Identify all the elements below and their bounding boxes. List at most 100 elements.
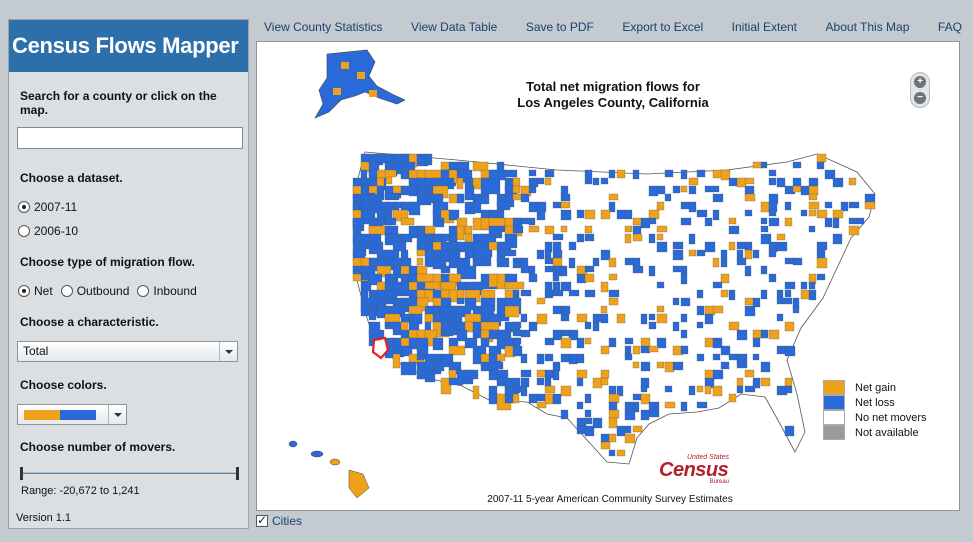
county-cell[interactable]: [712, 281, 723, 289]
county-cell[interactable]: [400, 169, 409, 178]
county-cell[interactable]: [584, 225, 593, 234]
county-cell[interactable]: [680, 169, 688, 180]
county-cell[interactable]: [528, 217, 536, 226]
county-cell[interactable]: [648, 313, 656, 321]
county-cell[interactable]: [432, 257, 447, 270]
county-cell[interactable]: [552, 369, 560, 381]
county-cell[interactable]: [552, 289, 564, 297]
county-cell[interactable]: [352, 201, 360, 212]
county-cell[interactable]: [624, 353, 633, 361]
county-cell[interactable]: [760, 217, 768, 225]
county-cell[interactable]: [376, 265, 392, 278]
county-cell[interactable]: [592, 417, 603, 429]
county-cell[interactable]: [392, 241, 407, 252]
county-cell[interactable]: [416, 273, 436, 283]
county-cell[interactable]: [528, 225, 540, 233]
county-cell[interactable]: [584, 169, 593, 179]
county-cell[interactable]: [696, 385, 704, 393]
county-cell[interactable]: [640, 361, 651, 372]
county-cell[interactable]: [776, 345, 786, 355]
county-cell[interactable]: [632, 361, 640, 369]
county-cell[interactable]: [536, 393, 546, 402]
county-cell[interactable]: [552, 305, 562, 315]
county-cell[interactable]: [440, 329, 454, 337]
county-cell[interactable]: [832, 209, 844, 219]
county-cell[interactable]: [416, 265, 428, 275]
county-cell[interactable]: [560, 385, 572, 397]
county-cell[interactable]: [424, 281, 441, 290]
county-cell[interactable]: [744, 193, 756, 202]
county-cell[interactable]: [472, 385, 480, 400]
dataset-option-2007-11[interactable]: 2007-11: [18, 200, 77, 214]
county-cell[interactable]: [760, 225, 769, 233]
county-cell[interactable]: [744, 209, 753, 217]
county-cell[interactable]: [720, 273, 730, 284]
county-cell[interactable]: [584, 289, 596, 298]
county-cell[interactable]: [512, 385, 522, 393]
county-cell[interactable]: [456, 177, 464, 190]
county-cell[interactable]: [408, 321, 420, 332]
county-cell[interactable]: [560, 193, 571, 202]
county-cell[interactable]: [768, 169, 777, 177]
county-cell[interactable]: [848, 177, 857, 186]
county-cell[interactable]: [544, 249, 552, 259]
county-cell[interactable]: [600, 313, 609, 324]
county-cell[interactable]: [712, 369, 724, 380]
radio-inbound[interactable]: [137, 285, 150, 297]
county-cell[interactable]: [400, 233, 413, 243]
county-cell[interactable]: [528, 393, 538, 404]
county-cell[interactable]: [584, 273, 595, 283]
county-cell[interactable]: [656, 361, 665, 369]
county-cell[interactable]: [672, 185, 681, 194]
county-cell[interactable]: [448, 313, 463, 323]
county-cell[interactable]: [816, 209, 828, 219]
county-cell[interactable]: [760, 361, 771, 373]
county-cell[interactable]: [728, 225, 740, 235]
county-cell[interactable]: [648, 321, 657, 330]
county-cell[interactable]: [624, 425, 632, 434]
county-cell[interactable]: [840, 201, 849, 212]
county-cell[interactable]: [736, 377, 744, 387]
county-cell[interactable]: [512, 345, 523, 357]
county-cell[interactable]: [632, 425, 643, 433]
county-cell[interactable]: [536, 209, 546, 221]
dataset-option-2006-10[interactable]: 2006-10: [18, 224, 78, 238]
county-cell[interactable]: [512, 321, 522, 329]
county-cell[interactable]: [520, 257, 529, 267]
county-cell[interactable]: [560, 209, 572, 221]
county-cell[interactable]: [800, 209, 808, 217]
county-cell[interactable]: [776, 241, 788, 252]
county-cell[interactable]: [768, 209, 777, 217]
county-cell[interactable]: [704, 217, 713, 227]
county-cell[interactable]: [760, 265, 768, 275]
cities-toggle[interactable]: Cities: [256, 513, 302, 528]
county-cell[interactable]: [552, 361, 561, 372]
county-cell[interactable]: [520, 353, 528, 364]
county-cell[interactable]: [576, 377, 584, 387]
county-cell[interactable]: [656, 185, 666, 195]
county-cell[interactable]: [392, 353, 401, 369]
county-cell[interactable]: [584, 417, 593, 425]
county-cell[interactable]: [808, 225, 816, 233]
county-cell[interactable]: [744, 305, 756, 317]
county-cell[interactable]: [696, 401, 708, 409]
county-cell[interactable]: [552, 241, 562, 251]
county-cell[interactable]: [608, 401, 618, 411]
county-cell[interactable]: [672, 249, 684, 261]
county-cell[interactable]: [792, 177, 802, 187]
county-cell[interactable]: [720, 257, 728, 268]
county-cell[interactable]: [784, 281, 796, 290]
county-cell[interactable]: [368, 225, 386, 236]
county-cell[interactable]: [728, 321, 740, 331]
county-cell[interactable]: [333, 88, 341, 95]
county-cell[interactable]: [744, 385, 756, 393]
county-cell[interactable]: [736, 257, 747, 266]
county-cell[interactable]: [528, 185, 537, 194]
county-cell[interactable]: [720, 361, 730, 370]
county-cell[interactable]: [448, 209, 460, 221]
county-search-input[interactable]: [17, 127, 243, 149]
county-cell[interactable]: [784, 297, 793, 305]
county-cell[interactable]: [800, 281, 808, 290]
county-cell[interactable]: [688, 177, 699, 186]
county-cell[interactable]: [784, 377, 793, 387]
